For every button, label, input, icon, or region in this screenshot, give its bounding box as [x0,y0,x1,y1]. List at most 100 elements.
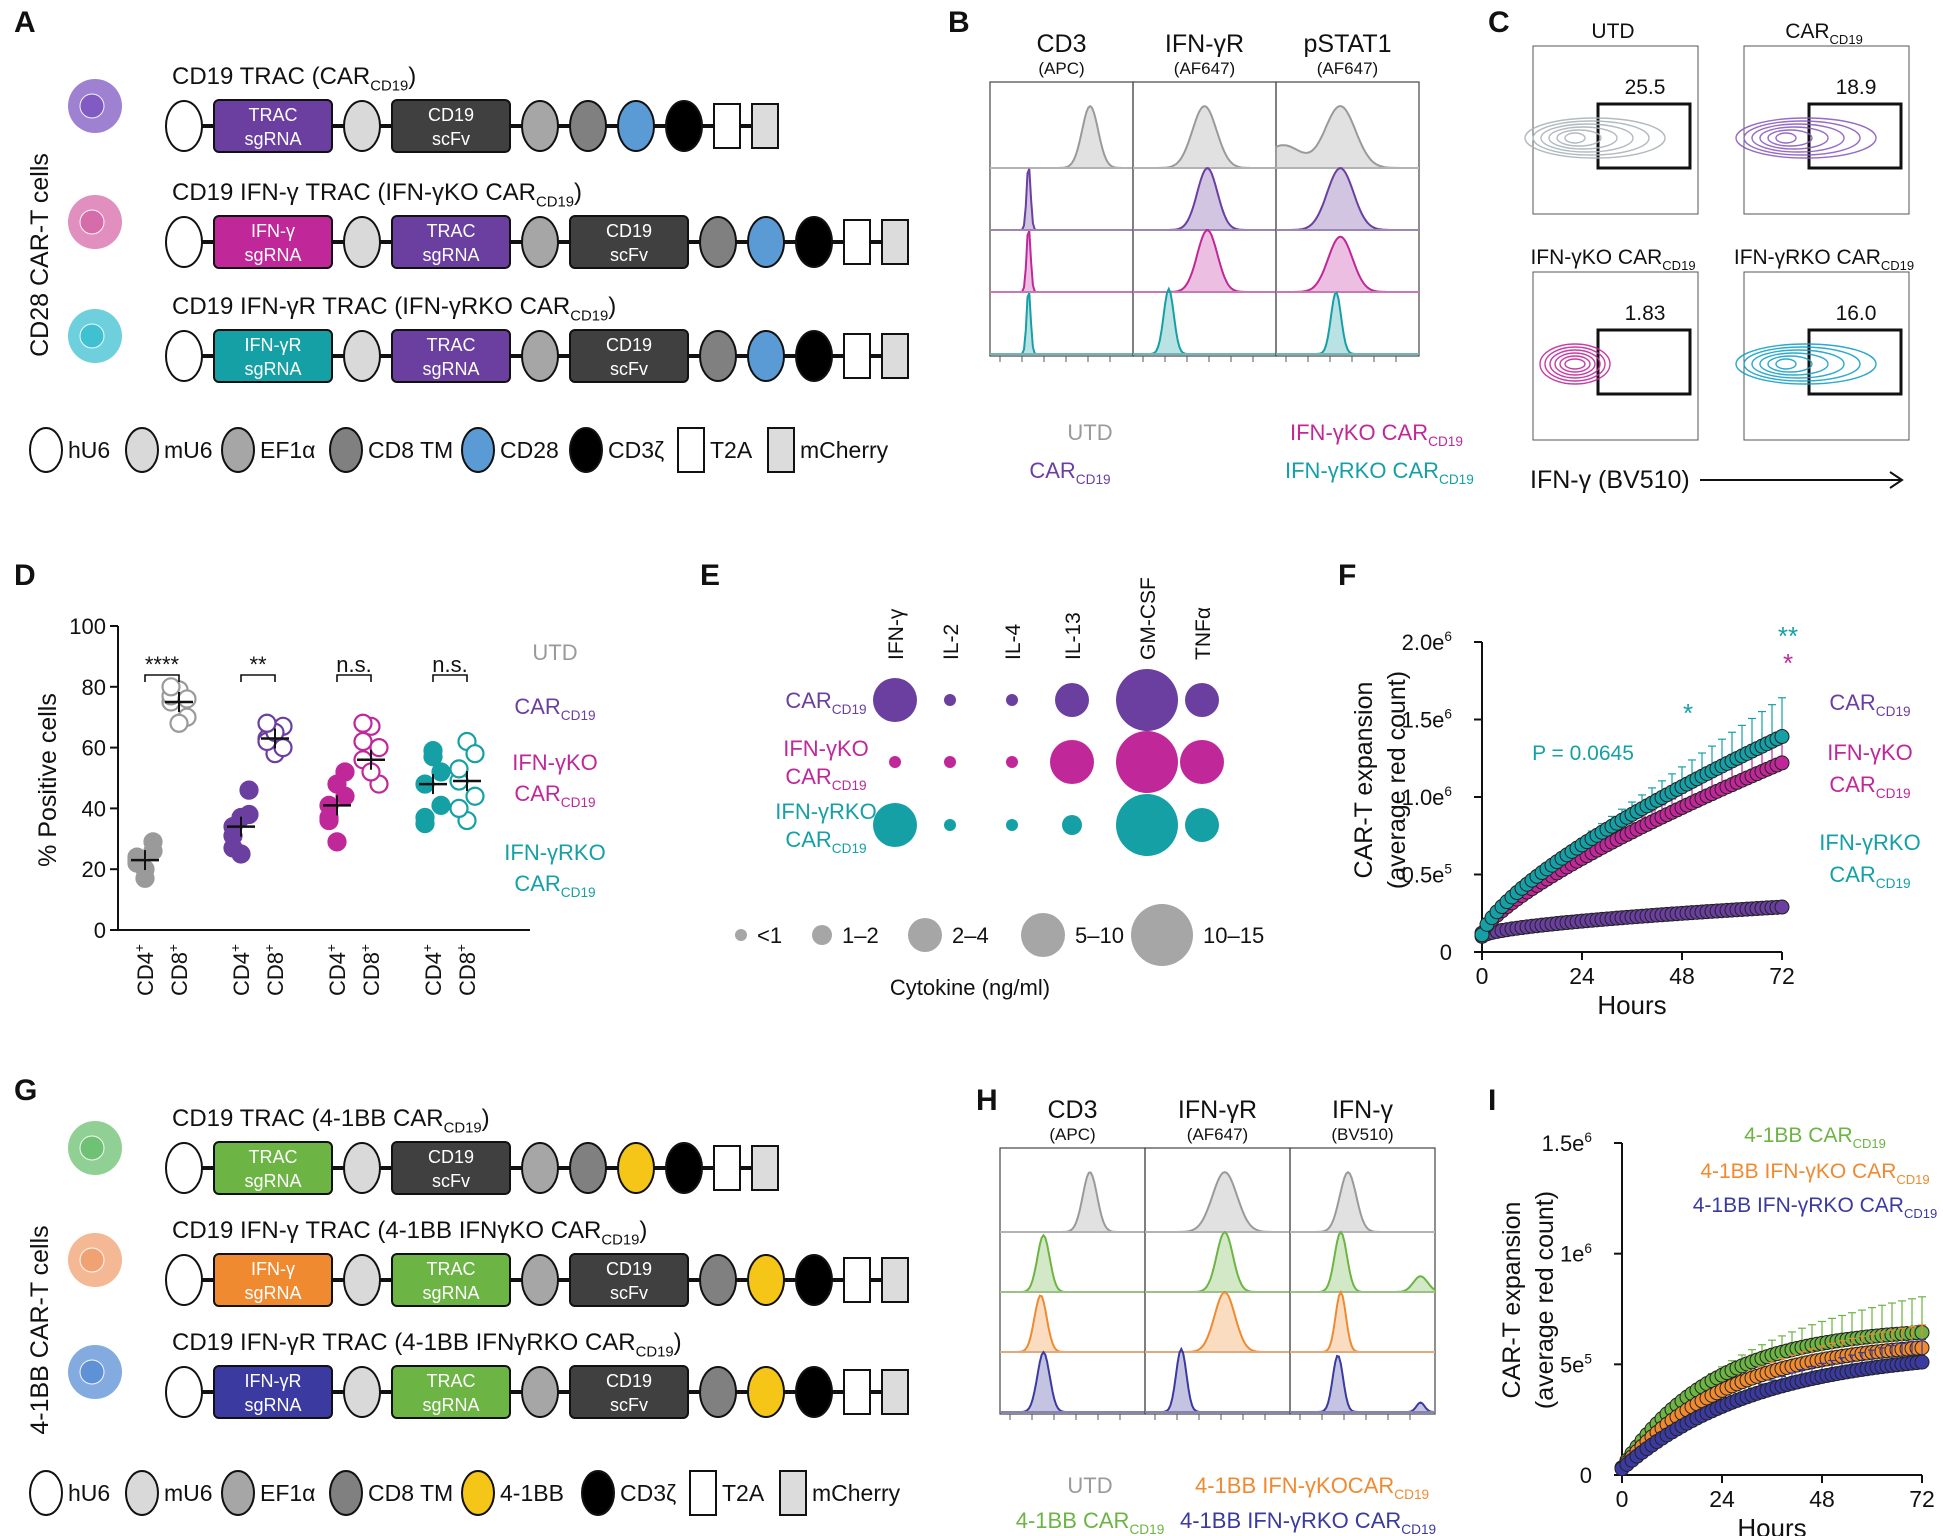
contour-line [1559,355,1591,373]
mcherry-block [751,1145,779,1191]
construct-title: CD19 IFN-γR TRAC (IFN-γRKO CARCD19) [172,293,616,325]
legend-label: 4-1BB CARCD19 [1744,1124,1886,1151]
histogram-trace [1290,1290,1435,1353]
histogram-column-subtitle: (AF647) [1187,1125,1248,1144]
mcherry-block [779,1470,807,1516]
cell-nucleus [79,1135,105,1161]
x-tick-label: CD4+ [228,944,254,996]
cd3z-element [795,216,833,268]
gate-box [1807,102,1903,170]
contour-line [1751,123,1845,153]
block-label: scFv [432,129,470,149]
contour-title: UTD [1591,20,1634,43]
x-tick-label: CD4+ [324,944,350,996]
block-label: sgRNA [244,1171,301,1191]
block-label: CD19 [606,1371,652,1391]
tick-label: 24 [1569,963,1595,989]
construct-title: CD19 TRAC (CARCD19) [172,63,416,95]
mcherry-block [881,1369,909,1415]
size-legend-bubble [908,918,942,952]
panel-letter: C [1488,6,1510,39]
data-point [449,798,469,819]
legend-label: IFN-γKO [512,750,598,775]
legend-label: 4-1BB IFN-γRKO CARCD19 [1180,1508,1436,1536]
block-label: CD19 [606,335,652,355]
construct-map: IFN-γ sgRNA TRAC sgRNA CD19 scFv [165,1253,909,1307]
legend-label: CD8 TM [368,1480,453,1506]
histogram-trace [1275,104,1419,169]
block-label: sgRNA [244,1283,301,1303]
series-2 [1474,697,1790,943]
contour-line [1743,120,1861,156]
cd8-legend-key [329,1470,363,1516]
panel-letter: A [14,6,36,39]
mcherry-block [881,1257,909,1303]
contour-line [1539,343,1611,385]
legend-label: CD28 [500,437,559,463]
data-point [1774,899,1790,915]
legend-label: CD3ζ [620,1480,676,1506]
axis-title: IFN-γ (BV510) [1530,466,1690,494]
ef1-element [521,216,559,268]
construct-map: IFN-γ sgRNA TRAC sgRNA CD19 scFv [165,215,909,269]
histogram-trace [990,230,1133,293]
data-point [1914,1354,1930,1370]
legend-label: CARCD19 [514,694,595,723]
contour-frame [1532,271,1699,441]
x-tick-label: CD8+ [262,944,288,996]
mu6-element [343,216,381,268]
data-point [431,795,451,815]
contour-line [1524,117,1666,159]
tick-label: 1e6 [1560,1241,1592,1267]
histogram-frame [1289,1147,1436,1415]
block-label: sgRNA [422,1283,479,1303]
data-point [327,832,347,852]
panel-letter: B [948,6,970,39]
construct-title: CD19 IFN-γ TRAC (4-1BB IFNγKO CARCD19) [172,1217,647,1249]
contour-line [1544,346,1606,382]
tick-label: 2.0e6 [1402,629,1452,655]
scfv-block [391,99,511,153]
mu6-element [343,100,381,152]
block-label: scFv [610,1283,648,1303]
histogram-trace [1133,105,1276,169]
bubble [1116,731,1178,793]
mcherry-block [881,333,909,379]
tick-label: 100 [69,614,106,639]
ef1-element [521,1254,559,1306]
sgrna-block [213,99,333,153]
block-label: IFN-γ [251,1259,295,1279]
legend-label: UTD [1067,420,1112,445]
histogram-column-subtitle: (AF647) [1174,59,1235,78]
scfv-block [569,1365,689,1419]
mu6-legend-key [125,427,159,473]
legend-label: IFN-γRKO [504,840,605,865]
data-point [127,847,147,867]
contour-line [1549,349,1601,379]
sgrna-block [213,1141,333,1195]
legend-label: IFN-γKO [1827,740,1913,765]
block-label: scFv [432,1171,470,1191]
legend-label: UTD [1067,1473,1112,1498]
significance-star: * [1683,698,1693,728]
bubble [944,756,956,768]
cytokine-label: IFN-γ [885,608,908,660]
tick-label: 1.5e6 [1542,1130,1592,1156]
series-1 [1614,1324,1930,1476]
contour-line [1743,346,1861,382]
data-point [449,759,469,779]
size-legend-bubble [812,925,832,945]
data-point [239,780,259,800]
hu6-element [165,1254,203,1306]
mu6-legend-key [125,1470,159,1516]
significance-label: n.s. [336,652,371,677]
tick-label: 80 [82,675,106,700]
contour-line [1775,132,1797,144]
axis-title: (average red count) [1531,1191,1559,1409]
cytokine-label: TNFα [1192,607,1215,660]
side-label: 4-1BB CAR-T cells [26,1225,54,1434]
ef1-legend-key [221,427,255,473]
cell-nucleus [79,1247,105,1273]
axis-title: Hours [1737,1513,1806,1536]
